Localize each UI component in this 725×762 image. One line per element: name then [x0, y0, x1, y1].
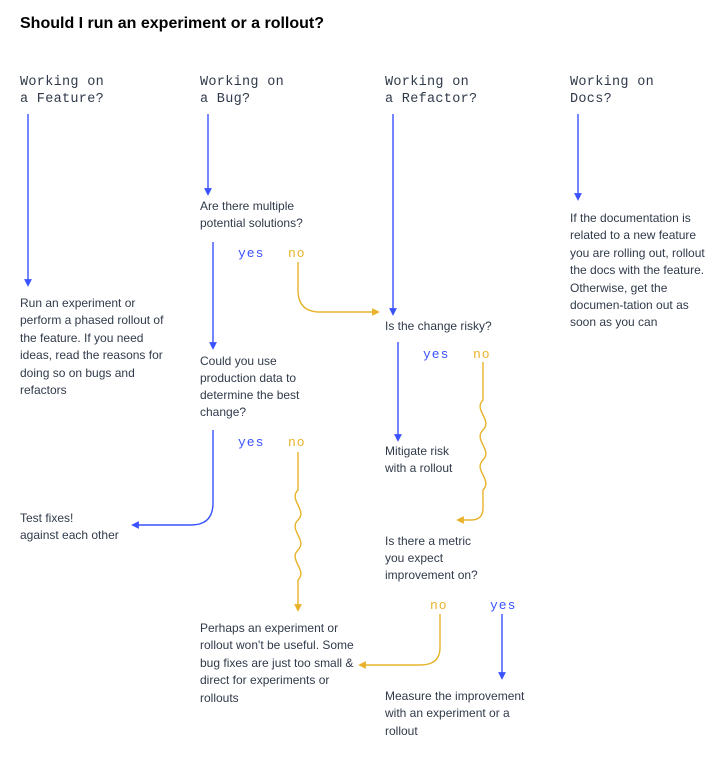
bug-small-leaf: Perhaps an experiment or rollout won't b…: [200, 620, 355, 720]
ref-q2-yes: yes: [490, 598, 516, 613]
feature-leaf: Run an experiment or perform a phased ro…: [20, 295, 175, 415]
ref-q2-no: no: [430, 598, 448, 613]
svg-text:a Refactor?: a Refactor?: [385, 92, 477, 107]
svg-text:with a rollout: with a rollout: [384, 461, 453, 475]
svg-text:production data to: production data to: [200, 371, 296, 385]
svg-text:Are there multiple: Are there multiple: [200, 199, 294, 213]
col-docs-header: Working on Docs?: [570, 75, 654, 107]
bug-q1-yes: yes: [238, 246, 264, 261]
bug-q2: Could you use production data to determi…: [200, 354, 300, 419]
svg-text:Docs?: Docs?: [570, 92, 612, 107]
svg-text:a Feature?: a Feature?: [20, 92, 104, 107]
flowchart: Should I run an experiment or a rollout?…: [0, 0, 725, 762]
col-bug-header: Working on a Bug?: [200, 75, 284, 107]
svg-text:potential solutions?: potential solutions?: [200, 216, 303, 230]
arrow-ref-q2-no: [362, 614, 440, 665]
docs-leaf: If the documentation is related to a new…: [570, 210, 708, 340]
ref-measure-leaf: Measure the improvement with an experime…: [385, 688, 530, 748]
svg-text:Test fixes!: Test fixes!: [20, 511, 73, 525]
svg-text:Working on: Working on: [20, 75, 104, 90]
arrow-bug-q2-no: [295, 452, 301, 608]
svg-text:Is there a metric: Is there a metric: [385, 534, 471, 548]
col-feature-header: Working on a Feature?: [20, 75, 104, 107]
col-refactor-header: Working on a Refactor?: [385, 75, 477, 107]
bug-q2-yes: yes: [238, 435, 264, 450]
svg-text:Working on: Working on: [570, 75, 654, 90]
svg-text:improvement on?: improvement on?: [385, 568, 478, 582]
ref-q2: Is there a metric you expect improvement…: [385, 534, 478, 582]
ref-q1-no: no: [473, 347, 491, 362]
arrow-bug-q1-no: [298, 262, 376, 312]
svg-text:change?: change?: [200, 405, 246, 419]
bug-q1: Are there multiple potential solutions?: [200, 199, 303, 230]
arrow-bug-q2-yes: [135, 430, 213, 525]
page-title: Should I run an experiment or a rollout?: [20, 15, 324, 32]
ref-mitigate-leaf: Mitigate risk with a rollout: [384, 444, 453, 475]
test-fixes-leaf: Test fixes! against each other: [20, 511, 119, 542]
svg-text:Mitigate risk: Mitigate risk: [385, 444, 450, 458]
svg-text:determine the best: determine the best: [200, 388, 300, 402]
svg-text:Working on: Working on: [385, 75, 469, 90]
bug-q1-no: no: [288, 246, 306, 261]
svg-text:against each other: against each other: [20, 528, 119, 542]
arrow-ref-q1-no: [460, 362, 486, 520]
svg-text:Working on: Working on: [200, 75, 284, 90]
ref-q1: Is the change risky?: [385, 319, 492, 333]
ref-q1-yes: yes: [423, 347, 449, 362]
bug-q2-no: no: [288, 435, 306, 450]
svg-text:you expect: you expect: [385, 551, 444, 565]
svg-text:Could you use: Could you use: [200, 354, 277, 368]
svg-text:a Bug?: a Bug?: [200, 92, 250, 107]
